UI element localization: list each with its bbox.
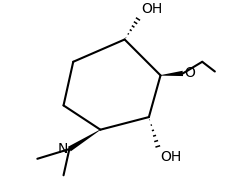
Text: OH: OH <box>140 2 162 16</box>
Text: OH: OH <box>160 150 181 164</box>
Text: O: O <box>183 66 194 80</box>
Polygon shape <box>160 71 182 76</box>
Polygon shape <box>68 130 100 151</box>
Text: N: N <box>58 142 68 156</box>
